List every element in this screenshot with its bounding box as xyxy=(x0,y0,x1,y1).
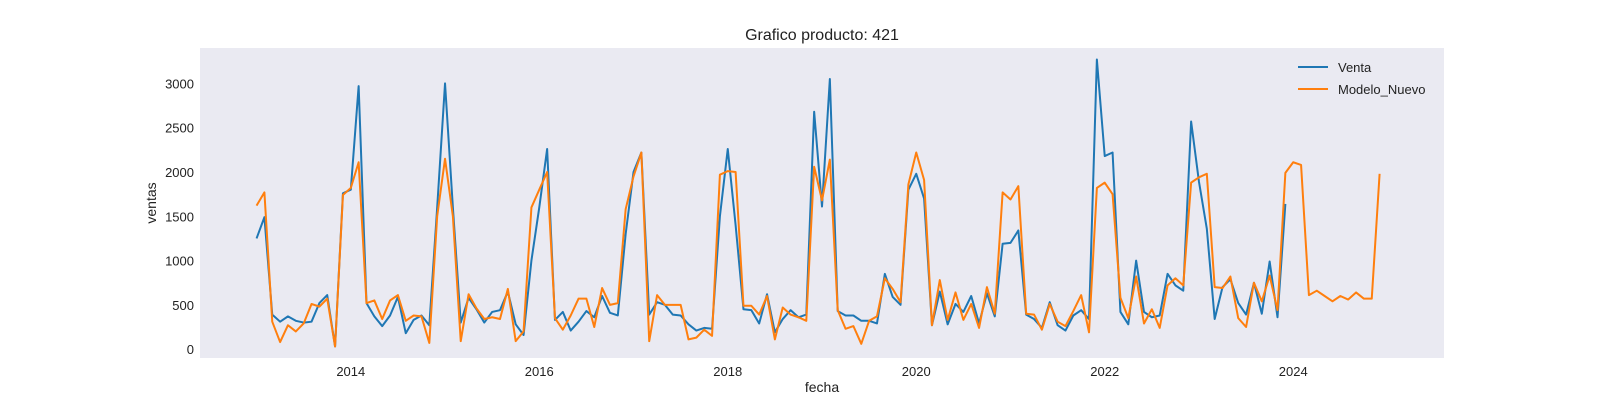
legend: Venta Modelo_Nuevo xyxy=(1298,60,1425,97)
y-axis-ticks: 0 500 1000 1500 2000 2500 3000 xyxy=(165,76,194,357)
x-tick-label: 2014 xyxy=(336,364,365,379)
x-tick-label: 2016 xyxy=(525,364,554,379)
chart-title: Grafico producto: 421 xyxy=(745,27,899,44)
legend-label-modelo-nuevo: Modelo_Nuevo xyxy=(1338,82,1425,97)
series-line-modelo-nuevo xyxy=(255,151,1381,348)
y-tick-label: 0 xyxy=(187,342,194,357)
y-axis-title: ventas xyxy=(143,182,159,223)
series-layer xyxy=(255,58,1381,348)
y-tick-label: 3000 xyxy=(165,76,194,91)
x-tick-label: 2024 xyxy=(1279,364,1308,379)
y-tick-label: 500 xyxy=(172,298,194,313)
x-axis-title: fecha xyxy=(805,379,839,395)
y-tick-label: 2000 xyxy=(165,165,194,180)
y-tick-label: 1500 xyxy=(165,209,194,224)
x-tick-label: 2020 xyxy=(902,364,931,379)
x-tick-label: 2018 xyxy=(713,364,742,379)
x-axis-ticks: 2014 2016 2018 2020 2022 2024 xyxy=(336,364,1307,379)
x-tick-label: 2022 xyxy=(1090,364,1119,379)
y-tick-label: 2500 xyxy=(165,121,194,136)
legend-label-venta: Venta xyxy=(1338,60,1372,75)
y-tick-label: 1000 xyxy=(165,254,194,269)
